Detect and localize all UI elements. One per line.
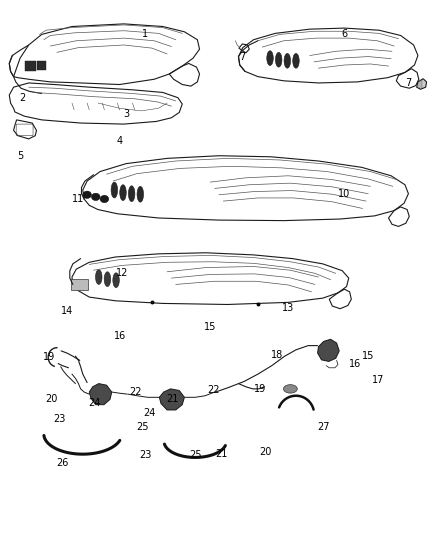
Text: 22: 22	[130, 387, 142, 397]
Text: 25: 25	[136, 422, 148, 432]
Text: 27: 27	[318, 422, 330, 432]
Text: 1: 1	[142, 29, 148, 39]
Text: 2: 2	[19, 93, 25, 103]
Text: 6: 6	[341, 29, 347, 39]
Text: 10: 10	[338, 189, 350, 199]
Text: 20: 20	[45, 394, 57, 405]
Text: 25: 25	[189, 450, 201, 461]
Ellipse shape	[276, 52, 282, 67]
Text: 12: 12	[116, 268, 128, 278]
Text: 7: 7	[405, 78, 412, 88]
Ellipse shape	[267, 51, 273, 66]
Text: 5: 5	[17, 151, 23, 161]
Bar	[71, 279, 88, 290]
Text: 21: 21	[215, 449, 227, 459]
Ellipse shape	[100, 195, 109, 203]
Polygon shape	[159, 389, 184, 410]
Text: 19: 19	[43, 352, 56, 362]
Ellipse shape	[284, 53, 290, 68]
Text: 17: 17	[372, 375, 384, 385]
Bar	[25, 61, 36, 71]
Text: 22: 22	[208, 385, 220, 395]
Polygon shape	[318, 340, 339, 361]
Text: 18: 18	[271, 350, 283, 360]
Text: 19: 19	[254, 384, 266, 394]
Text: 15: 15	[362, 351, 374, 361]
Ellipse shape	[83, 191, 92, 198]
Text: 21: 21	[166, 394, 178, 405]
Text: 3: 3	[123, 109, 129, 118]
Text: 23: 23	[139, 450, 152, 461]
Text: 26: 26	[56, 458, 69, 468]
Text: 23: 23	[54, 415, 66, 424]
Text: 16: 16	[114, 331, 127, 341]
Text: 4: 4	[117, 136, 123, 146]
Ellipse shape	[283, 385, 297, 393]
Text: 16: 16	[349, 359, 361, 369]
Text: 15: 15	[204, 322, 216, 332]
Ellipse shape	[113, 273, 119, 288]
Ellipse shape	[128, 186, 135, 201]
Text: 20: 20	[260, 447, 272, 457]
Ellipse shape	[104, 272, 111, 287]
Ellipse shape	[137, 187, 144, 202]
Ellipse shape	[293, 53, 299, 68]
Text: 7: 7	[240, 52, 246, 62]
Ellipse shape	[120, 185, 126, 200]
Text: 24: 24	[144, 408, 156, 418]
Text: 11: 11	[72, 194, 85, 204]
Ellipse shape	[95, 270, 102, 285]
Text: 14: 14	[60, 306, 73, 316]
Polygon shape	[89, 384, 112, 405]
Polygon shape	[417, 79, 427, 90]
Text: 13: 13	[282, 303, 294, 313]
Text: 24: 24	[88, 398, 101, 408]
Bar	[36, 61, 46, 70]
Ellipse shape	[92, 193, 100, 200]
Ellipse shape	[111, 182, 117, 198]
